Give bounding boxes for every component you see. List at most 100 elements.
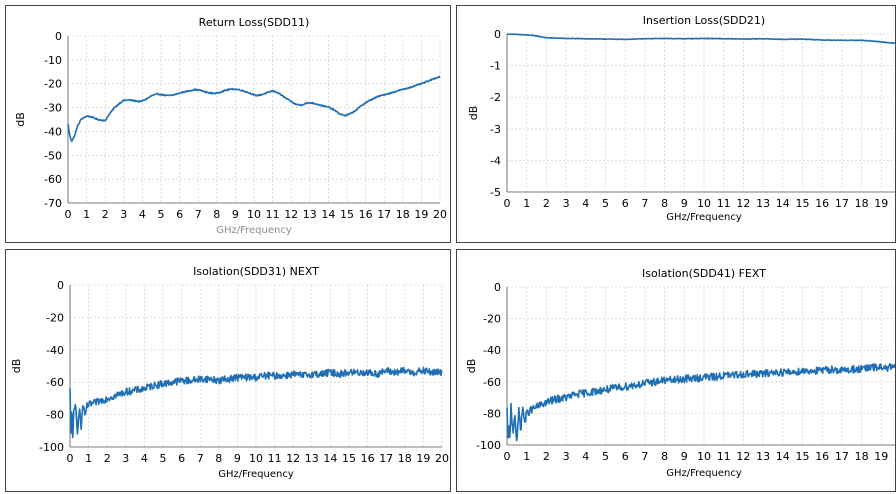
x-tick-label: 18 — [396, 208, 410, 221]
x-tick-label: 13 — [756, 197, 770, 210]
y-tick-label: -50 — [44, 149, 62, 162]
y-tick-label: -100 — [476, 439, 501, 452]
x-tick-label: 13 — [305, 452, 319, 465]
x-tick-label: 2 — [104, 452, 111, 465]
x-tick-label: 9 — [681, 450, 688, 463]
chart-title: Isolation(SDD41) FEXT — [642, 267, 766, 280]
y-tick-label: -70 — [44, 197, 62, 210]
x-tick-label: 17 — [379, 452, 393, 465]
x-tick-label: 5 — [602, 450, 609, 463]
x-tick-label: 6 — [622, 450, 629, 463]
chart-panel-return-loss: Return Loss(SDD11) 0 -10 -20 -30 -40 -50 -60 -70… — [5, 5, 451, 243]
x-tick-label: 12 — [736, 450, 750, 463]
x-tick-label: 17 — [377, 208, 391, 221]
x-tick-label: 5 — [160, 452, 167, 465]
x-tick-label: 0 — [67, 452, 74, 465]
x-tick-label: 6 — [176, 208, 183, 221]
x-tick-label: 5 — [158, 208, 165, 221]
x-tick-label: 8 — [213, 208, 220, 221]
x-tick-label: 7 — [641, 450, 648, 463]
x-tick-label: 11 — [717, 197, 731, 210]
x-tick-label: 12 — [736, 197, 750, 210]
x-tick-label: 15 — [796, 197, 810, 210]
chart-title: Isolation(SDD31) NEXT — [193, 265, 319, 278]
x-tick-label: 7 — [197, 452, 204, 465]
x-tick-label: 3 — [563, 197, 570, 210]
chart-svg-insertion-loss: Insertion Loss(SDD21)0-1-2-3-4-50 1 2 3 4 5 6 7… — [467, 14, 895, 223]
x-tick-label: 14 — [776, 450, 790, 463]
x-tick-label: 4 — [582, 450, 589, 463]
y-tick-label: -80 — [46, 409, 64, 422]
x-tick-label: 10 — [249, 452, 263, 465]
x-tick-label: 7 — [195, 208, 202, 221]
x-tick-label: 12 — [286, 452, 300, 465]
y-tick-label: -60 — [44, 173, 62, 186]
chart-panel-insertion-loss: Insertion Loss(SDD21) 0 -1 -2 -3 -4 -5 0 1 2 3 4 5 6 7… — [456, 5, 896, 243]
x-tick-label: 2 — [543, 197, 550, 210]
x-tick-label: 15 — [342, 452, 356, 465]
y-axis-label: dB — [465, 359, 478, 374]
x-tick-label: 18 — [398, 452, 412, 465]
x-tick-label: 18 — [855, 197, 869, 210]
x-tick-label: 5 — [602, 197, 609, 210]
x-tick-label: 0 — [504, 450, 511, 463]
y-tick-label: -80 — [483, 407, 501, 420]
series-line — [67, 75, 441, 143]
x-tick-label: 19 — [874, 197, 888, 210]
y-tick-label: -2 — [490, 91, 501, 104]
y-tick-label: -4 — [490, 154, 501, 167]
x-tick-label: 0 — [65, 208, 72, 221]
series-line — [506, 33, 895, 44]
y-tick-label: -1 — [490, 60, 501, 73]
x-tick-label: 0 — [504, 197, 511, 210]
x-tick-label: 8 — [661, 450, 668, 463]
x-tick-label: 4 — [141, 452, 148, 465]
x-tick-label: 13 — [756, 450, 770, 463]
series-line — [69, 366, 443, 439]
y-tick-label: -30 — [44, 102, 62, 115]
y-tick-label: -40 — [46, 344, 64, 357]
x-tick-label: 9 — [681, 197, 688, 210]
x-tick-label: 16 — [815, 197, 829, 210]
x-tick-label: 11 — [266, 208, 280, 221]
x-tick-label: 15 — [340, 208, 354, 221]
y-axis-label: dB — [10, 359, 23, 374]
x-tick-label: 20 — [435, 452, 449, 465]
x-tick-label: 2 — [543, 450, 550, 463]
y-tick-label: 0 — [57, 279, 64, 292]
x-tick-label: 10 — [247, 208, 261, 221]
y-tick-label: -20 — [483, 313, 501, 326]
x-tick-label: 4 — [582, 197, 589, 210]
chart-svg-return-loss: Return Loss(SDD11) 0 -10 -20 -30 -40 -50 -60 -70… — [14, 16, 447, 236]
x-tick-label: 12 — [284, 208, 298, 221]
x-tick-label: 16 — [361, 452, 375, 465]
x-tick-label: 17 — [835, 450, 849, 463]
x-tick-label: 14 — [323, 452, 337, 465]
x-tick-label: 7 — [641, 197, 648, 210]
y-tick-label: 0 — [55, 30, 62, 43]
x-tick-label: 14 — [321, 208, 335, 221]
x-tick-label: 15 — [796, 450, 810, 463]
x-tick-label: 17 — [835, 197, 849, 210]
y-tick-label: 0 — [494, 28, 501, 41]
x-tick-label: 20 — [894, 450, 895, 463]
x-tick-label: 13 — [303, 208, 317, 221]
x-tick-label: 3 — [120, 208, 127, 221]
x-tick-label: 11 — [268, 452, 282, 465]
x-tick-label: 19 — [414, 208, 428, 221]
x-tick-label: 16 — [359, 208, 373, 221]
x-tick-label: 6 — [622, 197, 629, 210]
y-axis-label: dB — [467, 106, 480, 121]
y-tick-label: -3 — [490, 123, 501, 136]
y-tick-label: -10 — [44, 54, 62, 67]
x-tick-label: 10 — [697, 197, 711, 210]
y-tick-label: -40 — [483, 344, 501, 357]
x-tick-label: 19 — [874, 450, 888, 463]
x-tick-label: 1 — [83, 208, 90, 221]
y-tick-label: -40 — [44, 125, 62, 138]
x-tick-label: 14 — [776, 197, 790, 210]
x-tick-label: 10 — [697, 450, 711, 463]
x-tick-label: 9 — [234, 452, 241, 465]
chart-panel-isolation-next: Isolation(SDD31) NEXT 0 -20 -40 -60 -80 -100 0 1… — [5, 249, 451, 492]
